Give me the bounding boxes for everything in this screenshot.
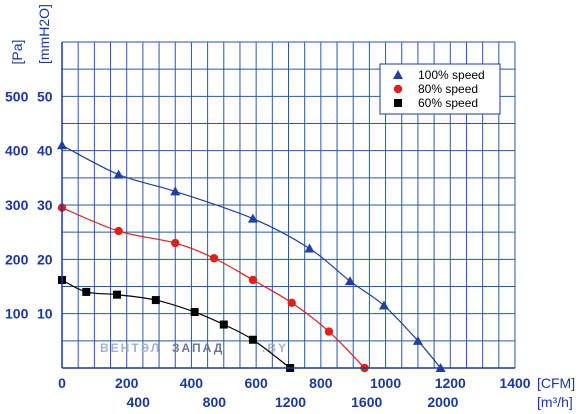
y-tick-label-mmh2o: 50 — [37, 88, 53, 104]
y-unit-mmh2o: [mmH2O] — [36, 4, 52, 64]
x-tick-label-m3h: 1600 — [351, 394, 382, 410]
series-line — [61, 144, 442, 369]
data-point — [248, 335, 257, 344]
x-tick-label-cfm: 1000 — [370, 375, 401, 391]
data-point — [113, 169, 124, 179]
axes: 100 200 300 400 500 10 20 30 40 50 [Pa] [mmH2O] 0 200… — [5, 4, 575, 410]
y-tick-label-mmh2o: 10 — [37, 306, 53, 322]
series-square — [58, 275, 295, 372]
watermark-suffix: .BY — [262, 341, 288, 355]
y-tick-label-mmh2o: 30 — [37, 197, 53, 213]
data-point — [209, 254, 219, 263]
data-point — [378, 300, 389, 310]
x-tick-label-cfm: 600 — [244, 375, 268, 391]
x-unit-cfm: [CFM] — [537, 375, 575, 391]
x-tick-label-m3h: 2000 — [427, 394, 458, 410]
data-point — [82, 287, 91, 296]
y-tick-label-pa: 100 — [5, 306, 29, 322]
x-tick-label-m3h: 800 — [203, 394, 227, 410]
x-tick-label-cfm: 1400 — [499, 375, 530, 391]
data-point — [247, 213, 258, 223]
data-point — [190, 308, 199, 317]
legend-label: 100% speed — [418, 68, 485, 82]
data-point — [287, 298, 296, 307]
x-tick-label-cfm: 1200 — [435, 375, 466, 391]
legend-marker — [393, 84, 403, 94]
x-tick-label-m3h: 1200 — [275, 394, 306, 410]
data-point — [324, 327, 334, 336]
x-tick-label-cfm: 400 — [180, 375, 204, 391]
legend-marker — [393, 70, 403, 79]
series — [57, 140, 446, 373]
data-point — [170, 186, 181, 196]
y-tick-label-pa: 300 — [5, 197, 29, 213]
x-tick-label-cfm: 0 — [58, 375, 66, 391]
data-point — [412, 335, 423, 345]
watermark: ВЕНТЭЛ ЗАПАД .BY — [100, 341, 288, 355]
y-tick-label-pa: 500 — [5, 88, 29, 104]
x-tick-label-cfm: 200 — [115, 375, 139, 391]
x-unit-m3h: [m³/h] — [537, 394, 573, 410]
y-tick-label-pa: 400 — [5, 143, 29, 159]
data-point — [219, 320, 228, 329]
data-point — [114, 226, 123, 236]
y-tick-label-pa: 200 — [5, 251, 29, 267]
legend-marker — [394, 99, 402, 107]
legend-label: 60% speed — [418, 96, 478, 110]
data-point — [248, 275, 258, 285]
x-tick-label-cfm: 800 — [309, 375, 333, 391]
data-point — [171, 238, 180, 248]
watermark-right: ЗАПАД — [172, 341, 224, 355]
legend-label: 80% speed — [418, 82, 478, 96]
data-point — [151, 296, 160, 305]
watermark-left: ВЕНТЭЛ — [100, 341, 161, 355]
data-point — [113, 290, 122, 299]
y-tick-label-mmh2o: 40 — [37, 143, 53, 159]
data-point — [304, 243, 315, 253]
x-tick-label-m3h: 400 — [127, 394, 151, 410]
y-unit-pa: [Pa] — [9, 40, 25, 65]
y-tick-label-mmh2o: 20 — [37, 251, 53, 267]
series-circle — [57, 203, 369, 373]
data-point — [344, 276, 355, 286]
